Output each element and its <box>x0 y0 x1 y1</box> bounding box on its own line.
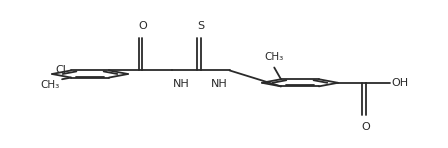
Text: OH: OH <box>392 78 409 88</box>
Text: NH: NH <box>211 79 228 89</box>
Text: CH₃: CH₃ <box>265 52 284 62</box>
Text: O: O <box>138 21 147 31</box>
Text: S: S <box>197 21 204 31</box>
Text: Cl: Cl <box>56 65 67 75</box>
Text: CH₃: CH₃ <box>41 80 60 90</box>
Text: NH: NH <box>173 79 190 89</box>
Text: O: O <box>361 122 370 132</box>
